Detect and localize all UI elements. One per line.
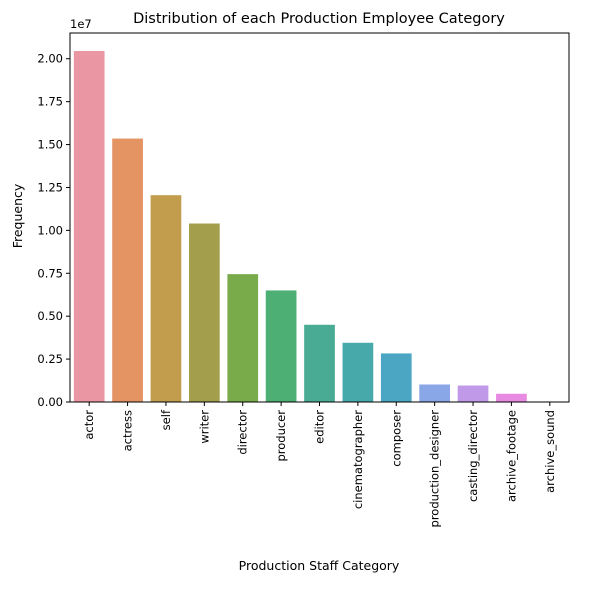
x-tick-label: archive_sound xyxy=(543,410,557,493)
bars-layer xyxy=(74,51,565,402)
x-tick-label: self xyxy=(159,409,173,430)
y-tick-label: 2.00 xyxy=(37,52,63,66)
x-tick-label: archive_footage xyxy=(504,410,518,502)
bar-producer xyxy=(266,290,297,402)
y-tick-label: 1.00 xyxy=(37,223,63,237)
x-axis-label: Production Staff Category xyxy=(239,558,400,573)
bar-composer xyxy=(381,353,412,402)
x-tick-label: producer xyxy=(274,410,288,462)
x-tick-label: actor xyxy=(82,410,96,440)
bar-casting-director xyxy=(458,386,489,402)
bar-cinematographer xyxy=(343,343,374,402)
x-tick-label: casting_director xyxy=(466,410,480,502)
y-tick-label: 1.75 xyxy=(37,95,63,109)
y-tick-label: 0.00 xyxy=(37,395,63,409)
x-tick-label: composer xyxy=(389,410,403,467)
y-axis-offset-label: 1e7 xyxy=(70,17,92,31)
y-tick-label: 1.50 xyxy=(37,138,63,152)
bar-editor xyxy=(304,325,335,402)
y-ticks-layer: 0.00 0.25 0.50 0.75 1.00 1.25 1.50 1.75 2.00 xyxy=(37,52,70,409)
bar-self xyxy=(151,195,182,402)
x-tick-label: director xyxy=(236,410,250,455)
chart-title: Distribution of each Production Employee… xyxy=(133,11,505,27)
y-tick-label: 0.50 xyxy=(37,309,63,323)
bar-writer xyxy=(189,224,220,402)
x-tick-label: editor xyxy=(313,410,327,444)
y-tick-label: 1.25 xyxy=(37,180,63,194)
y-tick-label: 0.25 xyxy=(37,352,63,366)
bar-actress xyxy=(112,139,143,402)
bar-archive-footage xyxy=(496,394,527,402)
x-tick-label: writer xyxy=(197,410,211,444)
y-tick-label: 0.75 xyxy=(37,266,63,280)
bar-production-designer xyxy=(419,384,450,402)
x-tick-label: cinematographer xyxy=(351,410,365,509)
bar-director xyxy=(227,274,258,402)
x-tick-label: actress xyxy=(121,410,135,451)
y-axis-label: Frequency xyxy=(10,183,25,248)
x-tick-label: production_designer xyxy=(428,410,442,528)
x-ticks-layer: actor actress self writer director producer ed… xyxy=(82,402,557,527)
bar-actor xyxy=(74,51,105,402)
